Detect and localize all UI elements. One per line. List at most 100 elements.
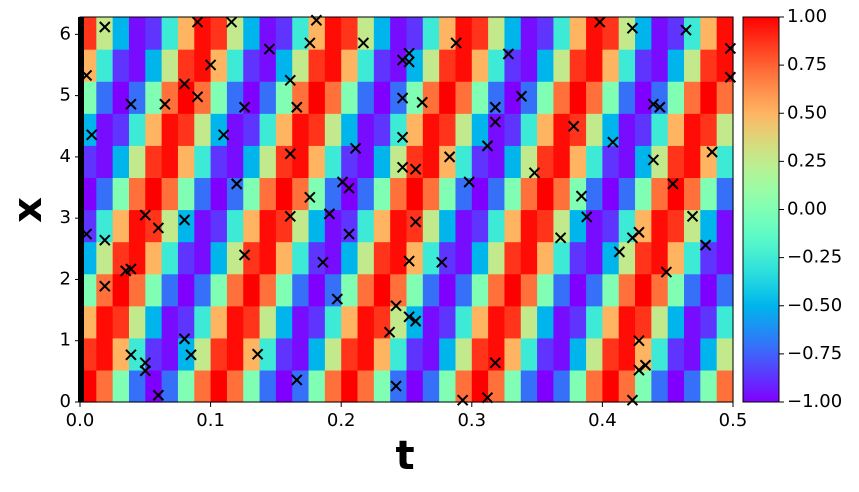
heat-cell (112, 273, 130, 307)
heat-cell (243, 305, 261, 339)
heat-cell (341, 305, 359, 339)
heat-cell (96, 177, 114, 211)
heat-cell (308, 209, 326, 243)
y-tick-label: 5 (60, 85, 71, 106)
heat-cell (439, 49, 457, 82)
heat-cell (390, 369, 408, 403)
colorbar (742, 16, 780, 403)
heat-cell (520, 81, 538, 114)
heat-cell (275, 145, 293, 179)
heat-cell (96, 17, 114, 50)
heat-cell (700, 209, 718, 243)
heat-cell (390, 81, 408, 114)
heat-cell (651, 273, 669, 307)
heat-cell (602, 337, 620, 371)
heat-cell (667, 305, 685, 339)
heat-cell (684, 145, 701, 179)
scatter-point (304, 37, 316, 49)
scatter-point (403, 47, 415, 60)
heat-cell (504, 273, 522, 307)
heat-cell (716, 49, 734, 82)
heat-cell (635, 17, 652, 50)
heat-cell (243, 17, 261, 50)
heat-cell (422, 337, 440, 371)
heat-cell (618, 305, 636, 339)
scatter-point (390, 380, 402, 392)
colorbar-tick-label: 0.75 (787, 54, 827, 75)
heat-cell (455, 209, 473, 243)
heat-cell (161, 369, 179, 403)
heat-cell (684, 337, 701, 371)
heat-cell (259, 273, 277, 307)
y-tick-label: 4 (60, 146, 71, 167)
heat-cell (520, 113, 538, 146)
heat-cell (618, 369, 636, 403)
scatter-point (191, 91, 204, 103)
heat-cell (684, 49, 701, 82)
heat-cell (373, 17, 391, 50)
heat-cell (586, 177, 603, 211)
heat-cell (357, 337, 375, 371)
heat-cell (373, 177, 391, 211)
heat-cell (161, 273, 179, 307)
heat-cell (226, 145, 244, 179)
heat-cell (406, 177, 424, 211)
heat-cell (684, 369, 701, 403)
heat-cell (341, 369, 359, 403)
heat-cell (145, 81, 163, 114)
heat-cell (80, 177, 97, 211)
heat-cell (390, 305, 408, 339)
scatter-point (607, 136, 619, 148)
scatter-point (357, 37, 370, 49)
heat-cell (537, 17, 555, 50)
heat-cell (96, 81, 114, 114)
heat-cell (716, 305, 734, 339)
heat-cell (504, 209, 522, 243)
heat-cell (716, 273, 734, 307)
heat-cell (488, 273, 506, 307)
heat-cell (96, 337, 114, 371)
scatter-point (450, 37, 462, 49)
heat-cell (210, 305, 228, 339)
heat-cell (455, 49, 473, 82)
heat-cell (226, 241, 244, 275)
heat-cell (439, 305, 457, 339)
plot-frame (79, 16, 734, 403)
heat-cell (716, 145, 734, 179)
heat-cell (226, 369, 244, 403)
heat-cell (259, 209, 277, 243)
scatter-point (463, 176, 475, 188)
heat-cell (177, 241, 195, 275)
heat-cell (226, 49, 244, 82)
heat-cell (308, 369, 326, 403)
heat-cell (520, 305, 538, 339)
heat-cell (586, 305, 603, 339)
heat-cell (259, 113, 277, 146)
heat-cell (520, 273, 538, 307)
heat-cell (635, 305, 652, 339)
heat-cell (357, 305, 375, 339)
heat-cell (520, 49, 538, 82)
heat-cell (406, 369, 424, 403)
heat-cell (243, 337, 261, 371)
colorbar-tick-label: 0.50 (787, 102, 827, 123)
heat-cell (128, 145, 146, 179)
scatter-point (317, 256, 329, 268)
heat-cell (406, 337, 424, 371)
scatter-point (191, 16, 204, 28)
heat-cell (243, 273, 261, 307)
heat-cell (455, 305, 473, 339)
heat-cell (553, 177, 571, 211)
heat-cell (569, 273, 587, 307)
scatter-point (567, 120, 580, 132)
scatter-point (390, 300, 402, 312)
heat-cell (504, 241, 522, 275)
heat-cell (80, 113, 97, 146)
heat-cell (651, 17, 669, 50)
scatter-point (383, 326, 396, 338)
heat-cell (488, 145, 506, 179)
heat-cell (80, 369, 97, 403)
heat-cell (177, 337, 195, 371)
heat-cell (308, 113, 326, 146)
